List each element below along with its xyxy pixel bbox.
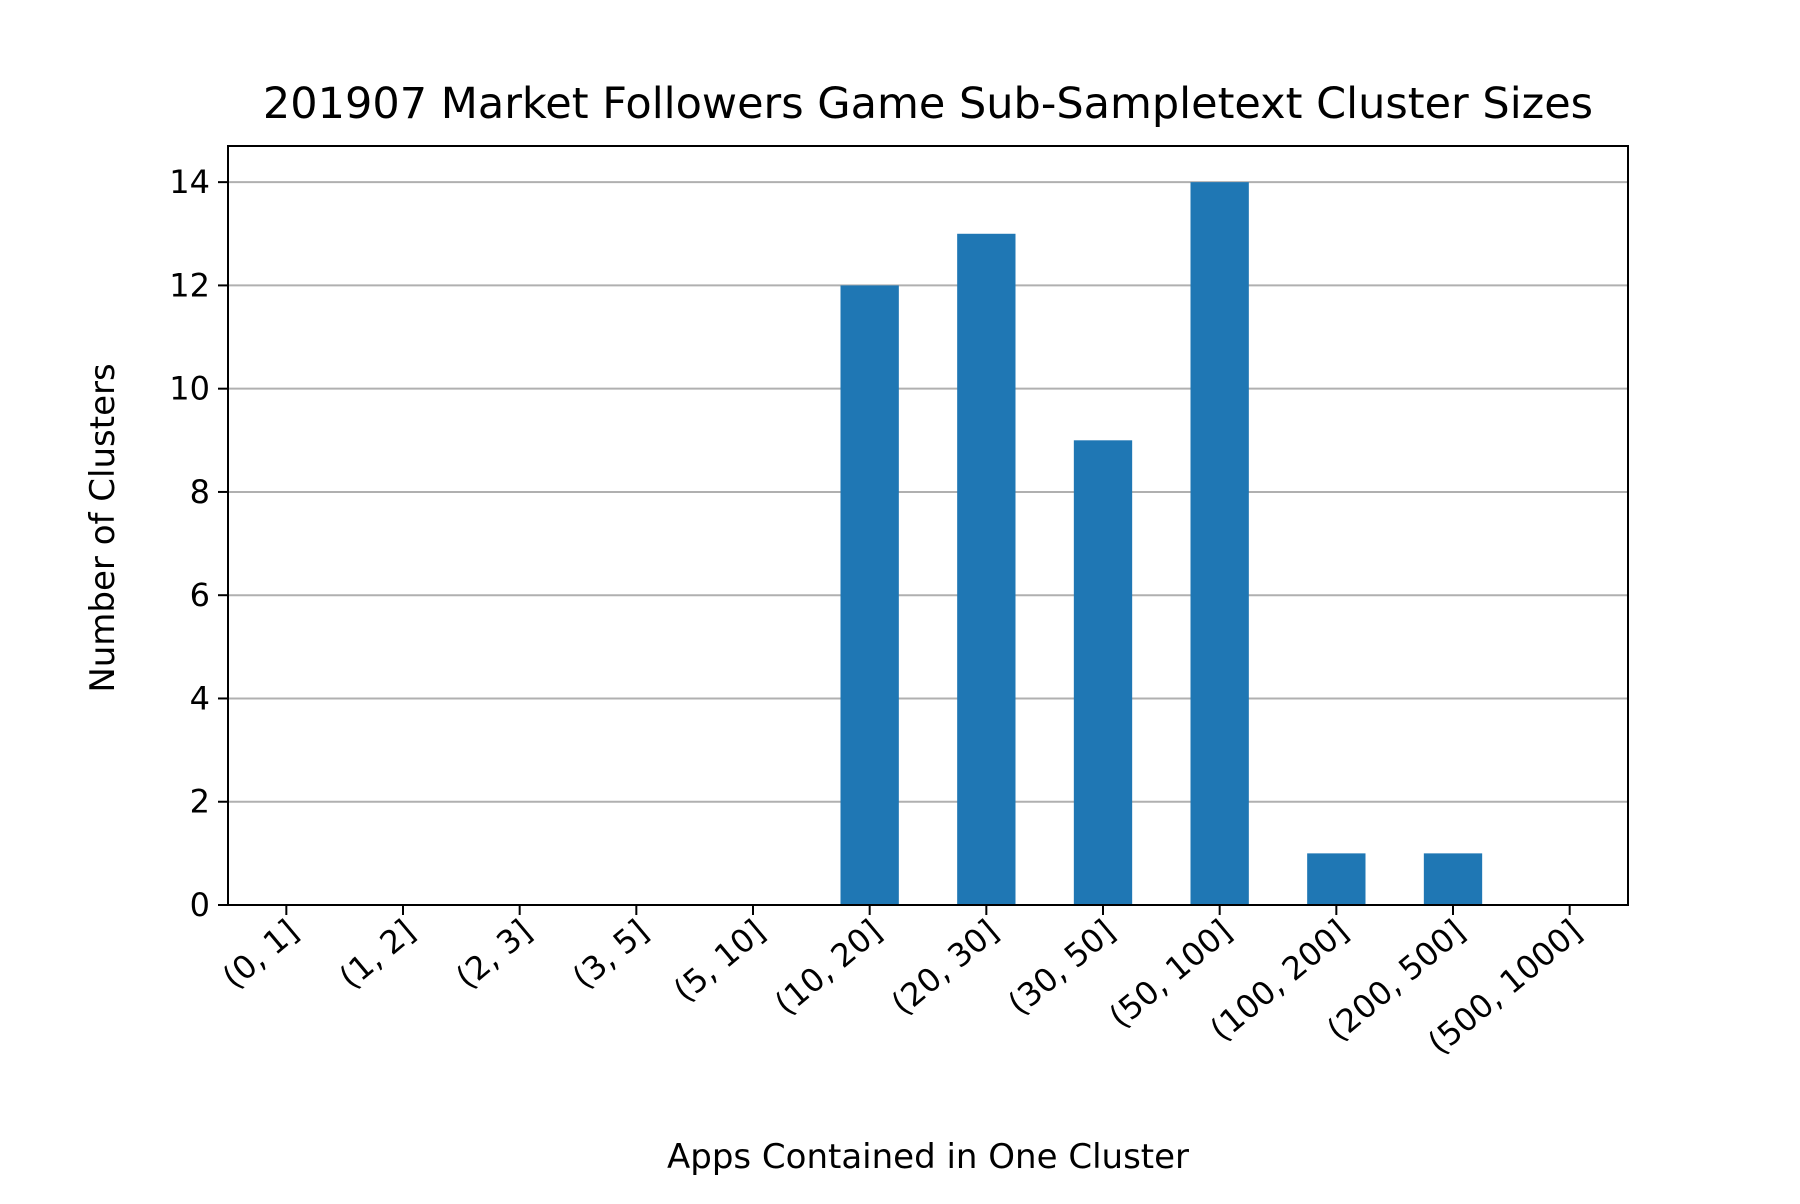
bar [1307,853,1366,905]
y-tick-label: 10 [169,370,210,408]
y-axis-ticks: 0 2 4 6 8 10 12 14 [169,163,228,924]
bars [840,182,1483,906]
y-tick-label: 4 [190,679,210,717]
plot-frame [227,145,1629,906]
y-tick-label: 8 [190,473,210,511]
x-axis-label: Apps Contained in One Cluster [667,1137,1189,1177]
y-tick-label: 14 [169,163,210,201]
grid-lines [228,181,1628,906]
bar [1190,182,1249,906]
y-tick-label: 2 [190,783,210,821]
y-tick-label: 6 [190,576,210,614]
bar [840,285,899,905]
bar [1073,440,1133,905]
y-axis-label: Number of Clusters [83,363,123,692]
y-tick-label: 12 [169,266,210,304]
chart-title: 201907 Market Followers Game Sub-Samplet… [263,79,1593,129]
bar [957,233,1016,905]
bar [1423,853,1483,905]
y-tick-label: 0 [190,886,210,924]
